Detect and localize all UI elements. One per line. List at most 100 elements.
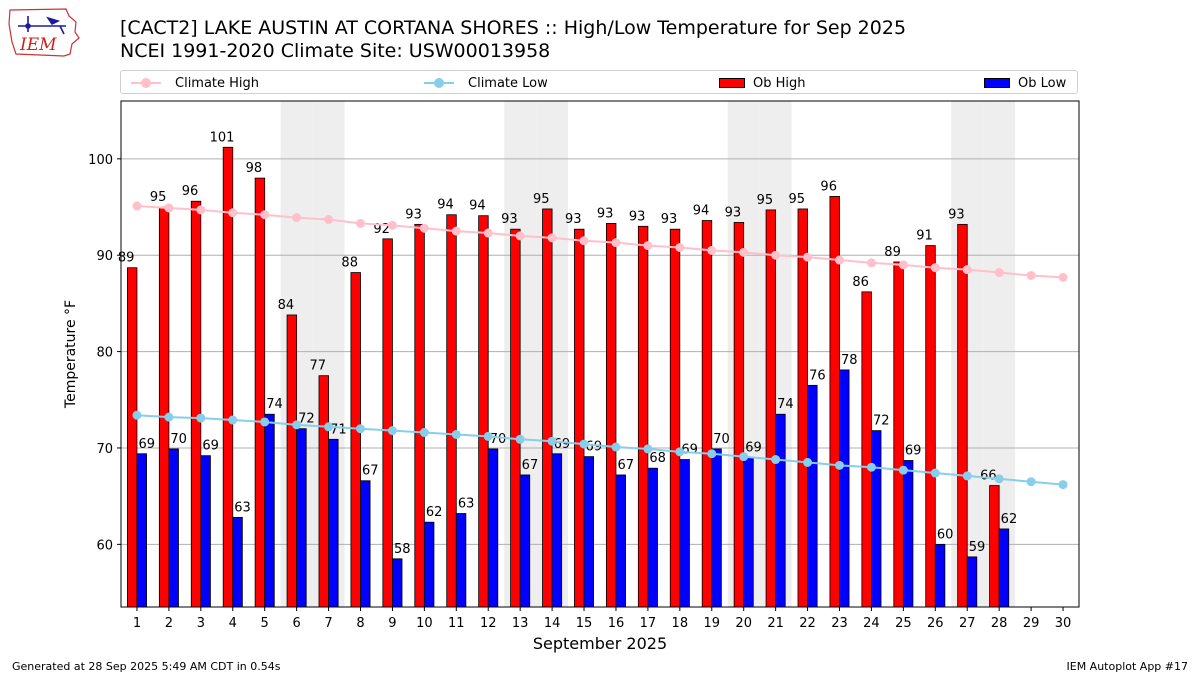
climate-high-point — [228, 208, 238, 218]
x-tick-label: 23 — [831, 616, 848, 631]
ob-low-bar — [360, 480, 371, 608]
ob-high-bar-label: 77 — [310, 359, 327, 374]
y-tick-label: 90 — [96, 249, 113, 264]
ob-low-bar-label: 69 — [554, 437, 571, 452]
climate-high-line — [136, 205, 1064, 279]
ob-high-bar — [861, 291, 872, 608]
x-tick-label: 7 — [324, 616, 332, 631]
ob-high-bar — [605, 223, 617, 608]
climate-high-point — [196, 205, 206, 215]
ob-low-bar-label: 69 — [745, 441, 762, 456]
ob-low-bar-label: 60 — [937, 527, 954, 542]
ob-low-bar-label: 58 — [394, 542, 411, 557]
weekend-band — [280, 101, 313, 607]
ob-low-bar — [902, 460, 914, 608]
climate-low-point — [707, 449, 717, 459]
ob-high-bar — [350, 272, 361, 608]
legend-ob-low-label: Ob Low — [1018, 75, 1067, 91]
ob-high-bar — [510, 228, 521, 608]
climate-low-point — [228, 415, 238, 425]
weekend-band — [727, 101, 760, 607]
ob-high-bar-label: 66 — [980, 469, 997, 484]
ob-high-bar — [254, 177, 266, 608]
ob-high-bar — [382, 238, 393, 608]
climate-high-point — [866, 258, 876, 268]
x-tick-label: 21 — [767, 616, 784, 631]
ob-high-bar — [797, 208, 808, 608]
ob-high-bar-label: 101 — [210, 130, 235, 145]
ob-low-bar-label: 72 — [873, 414, 890, 429]
legend-ob-high: Ob High — [719, 74, 806, 92]
x-tick-label: 19 — [703, 616, 720, 631]
climate-low-point — [771, 455, 781, 465]
chart-title: [CACT2] LAKE AUSTIN AT CORTANA SHORES ::… — [120, 17, 907, 39]
x-tick-label: 13 — [512, 616, 529, 631]
climate-high-point — [547, 233, 557, 243]
ob-low-bar — [615, 474, 626, 608]
ob-low-bar — [455, 513, 467, 608]
ob-low-bar-label: 69 — [138, 437, 155, 452]
x-tick-label: 30 — [1055, 616, 1072, 631]
ob-high-bar — [286, 314, 298, 608]
climate-high-point — [707, 245, 717, 255]
climate-low-point — [356, 424, 365, 434]
ob-high-bar — [542, 208, 553, 608]
ob-low-bar-label: 74 — [266, 397, 283, 412]
climate-high-point — [292, 213, 302, 223]
ob-high-bar — [478, 215, 489, 608]
climate-high-point — [739, 247, 749, 257]
ob-high-bar-label: 93 — [661, 212, 678, 227]
climate-low-point — [962, 471, 972, 481]
ob-high-bar-label: 84 — [278, 298, 295, 313]
weekend-band — [951, 101, 984, 607]
ob-low-bar-label: 72 — [298, 412, 315, 427]
climate-low-point — [835, 460, 844, 470]
ob-low-bar-label: 63 — [234, 500, 251, 515]
ob-low-bar-label: 69 — [905, 444, 922, 459]
ob-low-bar — [296, 428, 307, 608]
climate-low-point — [994, 474, 1004, 484]
climate-low-point — [387, 426, 397, 436]
ob-high-bar — [446, 214, 457, 608]
ob-low-bar-label: 70 — [170, 432, 187, 447]
ob-high-bar-label: 94 — [469, 199, 486, 214]
climate-low-point — [930, 468, 940, 478]
weekend-band — [504, 101, 537, 607]
ob-high-swatch-icon — [719, 78, 745, 88]
climate-low-point — [579, 439, 589, 449]
ob-low-bar — [583, 456, 595, 608]
y-tick-label: 60 — [96, 538, 113, 553]
x-tick-label: 24 — [863, 616, 880, 631]
climate-low-point — [515, 434, 525, 444]
x-tick-label: 8 — [356, 616, 364, 631]
climate-high-point — [356, 218, 365, 228]
climate-high-point — [771, 250, 781, 260]
climate-high-point — [803, 252, 813, 262]
plot-frame — [120, 100, 1080, 608]
x-tick-label: 22 — [799, 616, 816, 631]
ob-low-bar — [232, 516, 243, 608]
climate-high-point — [643, 241, 653, 251]
x-tick-label: 20 — [735, 616, 752, 631]
ob-high-bar — [989, 485, 1000, 608]
x-tick-label: 25 — [895, 616, 912, 631]
x-tick-label: 12 — [480, 616, 497, 631]
ob-high-bar-label: 98 — [246, 161, 263, 176]
ob-high-bar-label: 93 — [405, 207, 422, 222]
x-tick-label: 14 — [544, 616, 561, 631]
ob-high-bar-label: 89 — [884, 245, 901, 260]
legend-ob-low: Ob Low — [984, 74, 1066, 92]
ob-low-bar — [839, 369, 850, 608]
legend-climate-low: Climate Low — [424, 74, 548, 92]
ob-low-bar — [264, 413, 275, 608]
climate-high-point — [675, 242, 685, 252]
x-tick-label: 2 — [165, 616, 173, 631]
ob-low-bar — [934, 543, 946, 608]
x-tick-label: 29 — [1023, 616, 1040, 631]
climate-low-point — [643, 444, 653, 454]
ob-low-swatch-icon — [984, 78, 1010, 88]
ob-low-bar — [519, 474, 531, 608]
app-footer: IEM Autoplot App #17 — [1066, 660, 1189, 673]
x-tick-label: 5 — [261, 616, 269, 631]
climate-high-point — [994, 268, 1004, 278]
